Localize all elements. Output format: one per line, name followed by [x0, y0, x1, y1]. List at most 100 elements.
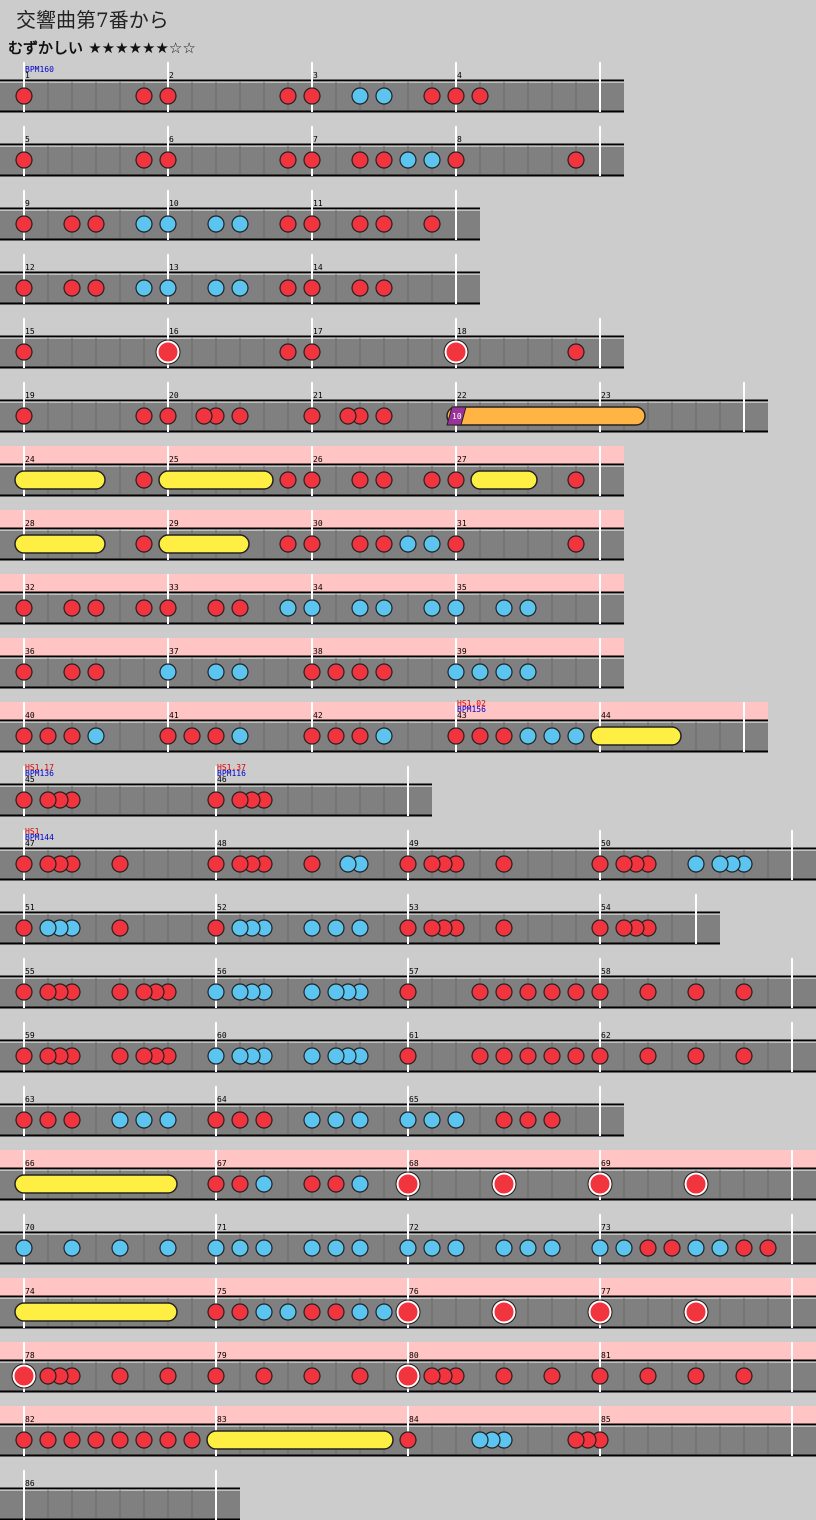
big-note-rim [587, 1171, 613, 1197]
ka-note [339, 855, 357, 873]
don-note [183, 727, 201, 745]
don-note [159, 1367, 177, 1385]
don-note [255, 1367, 273, 1385]
big-note-rim [587, 1299, 613, 1325]
don-note [303, 151, 321, 169]
don-note [495, 1367, 513, 1385]
don-note [135, 87, 153, 105]
don-note [447, 471, 465, 489]
don-note [735, 1047, 753, 1065]
measure-number: 69 [601, 1159, 611, 1168]
measure-number: 32 [25, 583, 35, 592]
drumroll [470, 470, 538, 490]
drumroll [14, 1302, 178, 1322]
ka-note [351, 1111, 369, 1129]
measure-number: 49 [409, 839, 419, 848]
ka-note [231, 727, 249, 745]
big-note-rim [395, 1299, 421, 1325]
scroll-label: HS1.02 [457, 699, 486, 708]
measure-number: 56 [217, 967, 227, 976]
measure-number: 79 [217, 1351, 227, 1360]
ka-note [423, 1111, 441, 1129]
don-note [135, 599, 153, 617]
ka-note [519, 727, 537, 745]
measure-number: 86 [25, 1479, 35, 1488]
don-note [207, 855, 225, 873]
don-note [735, 1367, 753, 1385]
measure-number: 64 [217, 1095, 227, 1104]
ka-note [495, 599, 513, 617]
don-note [399, 983, 417, 1001]
measure-number: 54 [601, 903, 611, 912]
ka-note [351, 919, 369, 937]
don-note [231, 1175, 249, 1193]
don-note [39, 1431, 57, 1449]
don-note [303, 471, 321, 489]
ka-note [111, 1239, 129, 1257]
don-note [111, 1431, 129, 1449]
don-note [375, 407, 393, 425]
measure-number: 53 [409, 903, 419, 912]
measure-number: 41 [169, 711, 179, 720]
measure-number: 81 [601, 1351, 611, 1360]
don-note [327, 727, 345, 745]
measure-number: 7 [313, 135, 318, 144]
don-note [15, 599, 33, 617]
don-note [735, 983, 753, 1001]
ka-note [87, 727, 105, 745]
ka-note [255, 1239, 273, 1257]
don-note [135, 1047, 153, 1065]
ka-note [327, 1239, 345, 1257]
drumroll [14, 470, 106, 490]
measure-number: 83 [217, 1415, 227, 1424]
ka-note [135, 215, 153, 233]
don-note [279, 535, 297, 553]
ka-note [351, 1239, 369, 1257]
don-note [15, 1111, 33, 1129]
don-note [63, 599, 81, 617]
ka-note [471, 1431, 489, 1449]
don-note [351, 535, 369, 553]
don-note [423, 855, 441, 873]
measure-number: 38 [313, 647, 323, 656]
measure-number: 73 [601, 1223, 611, 1232]
don-note [39, 983, 57, 1001]
don-note [303, 535, 321, 553]
drumroll [590, 726, 682, 746]
measure-number: 42 [313, 711, 323, 720]
ka-note [543, 727, 561, 745]
ka-note [447, 599, 465, 617]
measure-number: 67 [217, 1159, 227, 1168]
don-note [111, 919, 129, 937]
ka-note [207, 663, 225, 681]
ka-note [375, 727, 393, 745]
big-don-note [396, 1364, 420, 1388]
don-note [279, 279, 297, 297]
don-note [15, 215, 33, 233]
ka-note [303, 919, 321, 937]
measure-number: 34 [313, 583, 323, 592]
don-note [495, 727, 513, 745]
song-title: 交響曲第7番から [16, 8, 169, 32]
ka-note [207, 215, 225, 233]
measure-number: 65 [409, 1095, 419, 1104]
ka-note [303, 983, 321, 1001]
don-note [735, 1239, 753, 1257]
don-note [135, 407, 153, 425]
don-note [15, 407, 33, 425]
don-note [663, 1239, 681, 1257]
bpm-label: BPM156 [457, 705, 486, 714]
don-note [231, 599, 249, 617]
ka-note [255, 1175, 273, 1193]
ka-note [135, 1111, 153, 1129]
don-note [519, 983, 537, 1001]
don-note [639, 1367, 657, 1385]
ka-note [159, 1239, 177, 1257]
don-note [639, 1239, 657, 1257]
ka-note [303, 599, 321, 617]
don-note [591, 919, 609, 937]
measure-number: 62 [601, 1031, 611, 1040]
ka-note [135, 279, 153, 297]
